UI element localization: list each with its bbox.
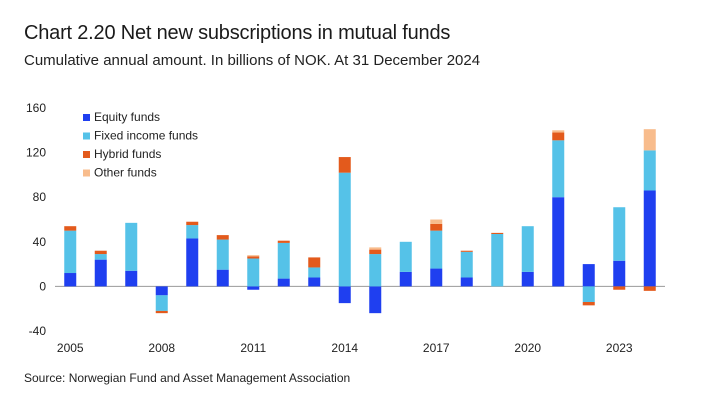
legend-swatch: [83, 132, 90, 140]
bar-segment-other-funds: [430, 219, 443, 224]
bar-segment-hybrid-funds: [491, 232, 504, 234]
y-tick-label: 120: [26, 146, 46, 160]
legend-swatch: [83, 114, 90, 121]
chart-subtitle: Cumulative annual amount. In billions of…: [24, 52, 481, 69]
bar-segment-equity-funds: [460, 277, 473, 287]
legend-label: Equity funds: [94, 110, 160, 124]
bar-segment-fixed-income-funds: [186, 225, 199, 239]
bar-segment-hybrid-funds: [186, 221, 199, 226]
bar-segment-hybrid-funds: [582, 302, 595, 306]
y-tick-label: 80: [33, 190, 47, 204]
x-tick-label: 2011: [240, 341, 266, 355]
source-note: Source: Norwegian Fund and Asset Managem…: [24, 371, 351, 385]
bar-segment-hybrid-funds: [64, 226, 77, 231]
bar-segment-fixed-income-funds: [399, 241, 412, 272]
bar-segment-hybrid-funds: [430, 223, 443, 231]
y-tick-label: -40: [29, 324, 47, 338]
bar-segment-equity-funds: [247, 286, 260, 290]
bar-segment-equity-funds: [521, 271, 534, 287]
bar-segment-fixed-income-funds: [338, 172, 351, 287]
bar-segment-fixed-income-funds: [94, 254, 107, 260]
bar-segment-hybrid-funds: [94, 250, 107, 255]
legend-label: Hybrid funds: [94, 147, 161, 161]
bar-segment-fixed-income-funds: [460, 251, 473, 278]
chart-title: Chart 2.20 Net new subscriptions in mutu…: [24, 22, 451, 44]
bar-segment-fixed-income-funds: [277, 242, 290, 279]
x-tick-label: 2014: [331, 341, 358, 355]
bar-segment-other-funds: [247, 255, 260, 257]
bar-segment-fixed-income-funds: [64, 230, 77, 274]
legend-swatch: [83, 151, 90, 158]
bar-segment-fixed-income-funds: [216, 239, 229, 270]
bar-segment-hybrid-funds: [216, 235, 229, 240]
bar-segment-fixed-income-funds: [491, 233, 504, 287]
bar-segment-other-funds: [552, 130, 565, 133]
y-tick-label: 160: [26, 101, 46, 115]
bar-segment-equity-funds: [94, 259, 107, 287]
bar-segment-hybrid-funds: [338, 157, 351, 173]
bar-segment-other-funds: [369, 247, 382, 250]
bar-segment-hybrid-funds: [643, 286, 656, 291]
x-tick-label: 2005: [57, 341, 84, 355]
bar-segment-fixed-income-funds: [125, 222, 138, 271]
bar-segment-equity-funds: [643, 190, 656, 287]
legend-label: Fixed income funds: [94, 129, 198, 143]
bar-segment-hybrid-funds: [613, 286, 626, 290]
x-tick-label: 2023: [606, 341, 633, 355]
bar-segment-equity-funds: [338, 286, 351, 304]
bar-segment-equity-funds: [155, 286, 168, 296]
bar-segment-equity-funds: [369, 286, 382, 314]
bar-segment-hybrid-funds: [460, 250, 473, 252]
x-tick-label: 2017: [423, 341, 450, 355]
bar-segment-fixed-income-funds: [155, 295, 168, 311]
x-tick-label: 2020: [514, 341, 541, 355]
bar-segment-equity-funds: [399, 271, 412, 287]
bar-segment-equity-funds: [186, 238, 199, 287]
bar-segment-hybrid-funds: [308, 257, 321, 268]
bar-segment-fixed-income-funds: [247, 258, 260, 287]
bar-segment-fixed-income-funds: [369, 254, 382, 287]
y-tick-label: 40: [33, 235, 47, 249]
bar-segment-hybrid-funds: [277, 240, 290, 243]
bar-segment-equity-funds: [308, 277, 321, 287]
x-tick-label: 2008: [148, 341, 175, 355]
bar-segment-fixed-income-funds: [613, 207, 626, 261]
bar-segment-equity-funds: [613, 260, 626, 287]
bar-segment-fixed-income-funds: [552, 140, 565, 198]
bar-segment-hybrid-funds: [247, 256, 260, 259]
bar-segment-fixed-income-funds: [582, 286, 595, 303]
legend-label: Other funds: [94, 166, 157, 180]
bar-segment-equity-funds: [277, 278, 290, 287]
bar-segment-equity-funds: [582, 264, 595, 287]
legend-swatch: [83, 169, 90, 177]
bar-segment-equity-funds: [125, 270, 138, 287]
bar-segment-other-funds: [643, 129, 656, 151]
bar-segment-fixed-income-funds: [308, 267, 321, 278]
bar-segment-hybrid-funds: [155, 310, 168, 314]
y-tick-label: 0: [39, 279, 46, 293]
bar-segment-equity-funds: [430, 268, 443, 287]
bar-segment-hybrid-funds: [369, 249, 382, 255]
bar-segment-fixed-income-funds: [430, 230, 443, 269]
bar-segment-equity-funds: [64, 273, 77, 287]
bar-segment-equity-funds: [216, 269, 229, 287]
bar-segment-fixed-income-funds: [521, 226, 534, 272]
bar-segment-equity-funds: [552, 197, 565, 287]
bar-segment-hybrid-funds: [552, 132, 565, 141]
bar-segment-fixed-income-funds: [643, 150, 656, 191]
